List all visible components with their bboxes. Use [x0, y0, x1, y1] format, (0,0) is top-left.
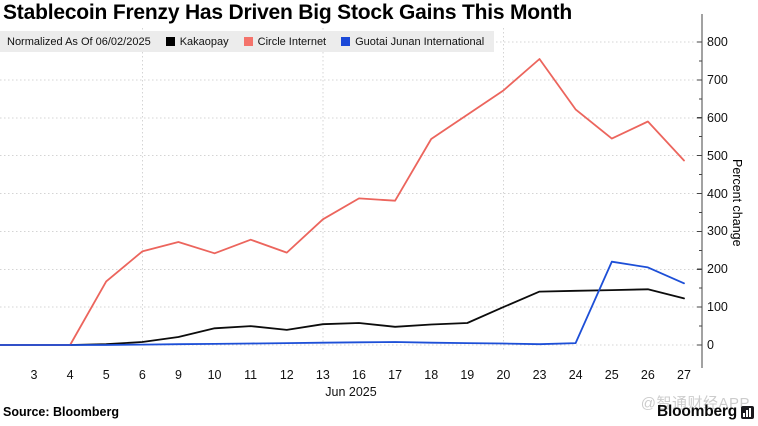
legend-item-circle-internet: Circle Internet: [243, 35, 327, 48]
x-tick-label: 5: [102, 368, 110, 382]
y-tick-label: 300: [707, 224, 728, 239]
x-tick-label: 18: [424, 368, 439, 382]
bloomberg-brand: Bloomberg: [657, 403, 754, 421]
x-tick-label: 11: [244, 368, 258, 382]
legend-item-label: Circle Internet: [257, 35, 327, 48]
x-tick-label: 6: [138, 368, 146, 382]
legend-note: Normalized As Of 06/02/2025: [7, 35, 151, 48]
series-line-circle-internet: [0, 58, 685, 346]
bloomberg-logo-icon: [741, 405, 754, 419]
y-tick-label: 500: [707, 148, 728, 163]
y-tick-label: 100: [707, 300, 728, 315]
chart-title: Stablecoin Frenzy Has Driven Big Stock G…: [3, 1, 572, 24]
x-tick-label: 24: [568, 368, 583, 382]
series-line-kakaopay: [0, 288, 685, 346]
guotai-junan-swatch-icon: [341, 37, 351, 46]
legend-item-label: Kakaopay: [179, 35, 229, 48]
x-tick-label: 25: [604, 368, 619, 382]
source-label: Source: Bloomberg: [3, 405, 119, 419]
x-tick-label: 19: [460, 368, 475, 382]
y-tick-label: 200: [707, 262, 728, 277]
x-tick-label: 3: [30, 368, 38, 382]
legend-item-guotai-junan: Guotai Junan International: [341, 36, 484, 48]
legend-item-label: Guotai Junan International: [355, 35, 485, 48]
watermark: @智通财经APP: [640, 395, 750, 412]
bloomberg-wordmark: Bloomberg: [656, 403, 737, 420]
x-axis-title: Jun 2025: [325, 385, 377, 399]
series-line-guotai-junan-international: [0, 260, 685, 346]
circle-internet-swatch-icon: [243, 37, 253, 46]
y-tick-label: 700: [707, 72, 728, 87]
y-tick-label: 400: [707, 186, 728, 201]
x-tick-label: 9: [174, 368, 182, 382]
x-tick-label: 23: [532, 368, 547, 382]
y-tick-label: 800: [707, 35, 728, 49]
legend-bar: Normalized As Of 06/02/2025 Kakaopay Cir…: [0, 31, 495, 52]
x-tick-label: 20: [496, 368, 511, 382]
y-tick-label: 0: [707, 338, 714, 352]
y-tick-label: 600: [707, 110, 728, 125]
x-tick-label: 12: [279, 368, 294, 382]
x-tick-label: 10: [207, 368, 222, 382]
x-tick-label: 27: [677, 368, 691, 382]
y-axis-title: Percent change: [730, 159, 744, 247]
legend-item-kakaopay: Kakaopay: [165, 35, 229, 48]
kakaopay-swatch-icon: [165, 37, 175, 46]
x-tick-label: 26: [640, 368, 655, 382]
x-tick-label: 13: [315, 368, 330, 382]
x-tick-label: 17: [388, 368, 403, 382]
x-tick-label: 4: [66, 368, 74, 382]
x-tick-label: 16: [352, 368, 366, 382]
